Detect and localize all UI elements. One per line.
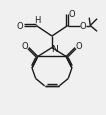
Text: O: O bbox=[80, 22, 86, 31]
Text: O: O bbox=[17, 22, 23, 31]
Text: O: O bbox=[76, 42, 83, 50]
Text: O: O bbox=[68, 10, 75, 19]
Text: O: O bbox=[21, 42, 28, 50]
Text: N: N bbox=[51, 45, 58, 54]
Text: H: H bbox=[34, 16, 40, 25]
